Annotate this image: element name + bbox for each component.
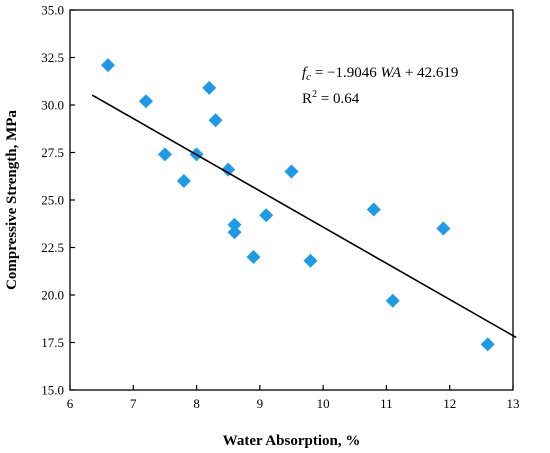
x-tick-label: 13 bbox=[507, 396, 520, 411]
data-point bbox=[176, 174, 191, 188]
data-point bbox=[227, 217, 242, 232]
data-point bbox=[138, 94, 153, 109]
data-point bbox=[227, 225, 242, 240]
data-point bbox=[100, 58, 115, 73]
r2-sup: 2 bbox=[312, 89, 317, 100]
y-tick-label: 25.0 bbox=[41, 193, 64, 208]
x-tick-label: 8 bbox=[193, 396, 200, 411]
data-point bbox=[366, 202, 381, 217]
y-tick-label: 20.0 bbox=[41, 288, 64, 303]
data-point bbox=[385, 293, 400, 308]
trend-line bbox=[91, 94, 517, 339]
y-tick-label: 32.5 bbox=[41, 50, 64, 65]
plot-frame bbox=[69, 9, 514, 391]
eq-rhs-post: + 42.619 bbox=[401, 65, 458, 81]
x-tick-label: 9 bbox=[257, 396, 264, 411]
axis-ticks: 6 7 8 9 10 11 12 13 15.0 17.5 20.0 22.5 25.0 27.5 30.0… bbox=[41, 3, 519, 412]
x-axis-title: Water Absorption, % bbox=[223, 433, 361, 449]
x-tick-label: 10 bbox=[317, 396, 330, 411]
data-point bbox=[246, 250, 261, 264]
data-points bbox=[100, 58, 495, 352]
eq-rhs-var: WA bbox=[380, 65, 401, 81]
data-point bbox=[157, 147, 172, 162]
data-point bbox=[259, 208, 274, 223]
eq-rhs-pre: = −1.9046 bbox=[311, 65, 380, 81]
y-tick-label: 15.0 bbox=[41, 383, 64, 398]
data-point bbox=[480, 337, 495, 352]
y-tick-label: 30.0 bbox=[41, 98, 64, 113]
data-point bbox=[436, 221, 451, 236]
data-point bbox=[208, 113, 223, 128]
y-tick-label: 27.5 bbox=[41, 145, 64, 160]
r-squared: R2 = 0.64 bbox=[302, 89, 360, 107]
data-point bbox=[202, 80, 217, 95]
y-tick-label: 35.0 bbox=[41, 3, 64, 18]
data-point bbox=[303, 253, 318, 268]
y-tick-label: 22.5 bbox=[41, 240, 64, 255]
eq-lhs-main: f bbox=[302, 65, 308, 81]
x-tick-label: 7 bbox=[130, 396, 137, 411]
data-point bbox=[221, 162, 236, 177]
r2-value: = 0.64 bbox=[317, 91, 360, 107]
eq-lhs-sub: c bbox=[306, 71, 311, 83]
r2-label: R bbox=[302, 91, 312, 107]
y-axis-title: Compressive Strength, MPa bbox=[4, 110, 20, 290]
y-tick-label: 17.5 bbox=[41, 335, 64, 350]
data-point bbox=[284, 164, 299, 179]
x-tick-label: 6 bbox=[67, 396, 74, 411]
x-tick-label: 11 bbox=[380, 396, 393, 411]
regression-equation: fc = −1.9046 WA + 42.619 bbox=[302, 65, 458, 83]
x-tick-label: 12 bbox=[443, 396, 456, 411]
